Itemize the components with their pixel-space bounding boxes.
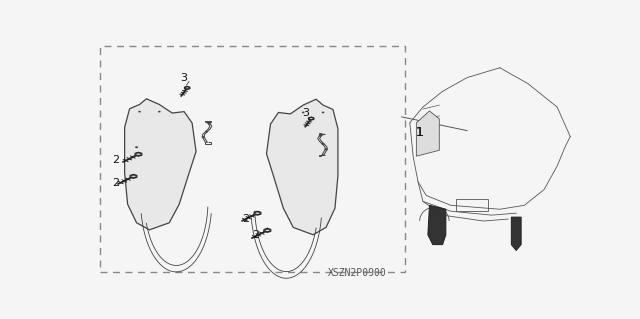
Polygon shape	[511, 217, 521, 250]
Polygon shape	[202, 122, 212, 142]
Polygon shape	[264, 228, 271, 232]
Text: XSZN2P0900: XSZN2P0900	[328, 268, 387, 278]
Polygon shape	[317, 134, 327, 155]
Polygon shape	[308, 117, 314, 120]
Bar	[100, 46, 405, 272]
Polygon shape	[184, 86, 190, 89]
Text: 3: 3	[302, 108, 309, 118]
Polygon shape	[254, 211, 261, 215]
Polygon shape	[125, 99, 196, 230]
Text: 2: 2	[112, 178, 119, 188]
Polygon shape	[135, 152, 142, 156]
Text: 2: 2	[243, 214, 250, 224]
Text: 2: 2	[112, 155, 119, 165]
Text: 2: 2	[253, 230, 260, 240]
Polygon shape	[266, 99, 338, 235]
Text: 1: 1	[416, 126, 424, 139]
Polygon shape	[428, 205, 446, 245]
Polygon shape	[130, 174, 137, 178]
Text: 1: 1	[416, 126, 424, 139]
Text: 3: 3	[180, 73, 188, 83]
Polygon shape	[417, 111, 439, 156]
Bar	[456, 199, 488, 211]
